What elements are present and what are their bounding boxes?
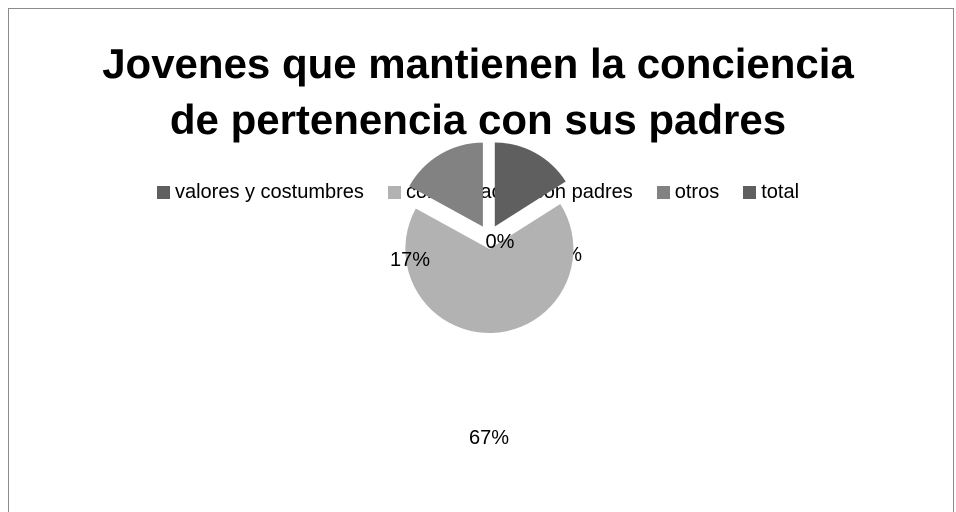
chart-title: Jovenes que mantienen la conciencia de p… <box>0 36 956 148</box>
legend-item-total: total <box>743 181 799 204</box>
legend-label-valores: valores y costumbres <box>174 180 364 203</box>
pie-slice-comunicaci-n-con-padres <box>405 203 574 333</box>
chart-title-line-2: de pertenencia con sus padres <box>169 96 787 143</box>
legend-label-otros: otros <box>674 180 720 203</box>
legend-label-total: total <box>761 180 800 203</box>
pie-label-comunicaci-n-con-padres: 67% <box>469 427 509 449</box>
chart-title-line-1: Jovenes que mantienen la conciencia <box>102 40 854 87</box>
pie-label-otros: 17% <box>390 249 430 271</box>
legend-swatch-valores <box>156 185 170 199</box>
legend-item-otros: otros <box>656 180 720 204</box>
legend-swatch-otros <box>656 185 670 199</box>
legend-swatch-total <box>743 185 757 199</box>
legend-item-valores: valores y costumbres <box>156 180 364 204</box>
pie-label-valores-y-costumbres: 0% <box>486 231 515 253</box>
pie-slice-otros <box>409 142 483 227</box>
legend-swatch-comunicacion <box>387 185 401 199</box>
pie-slice-total <box>494 142 566 227</box>
